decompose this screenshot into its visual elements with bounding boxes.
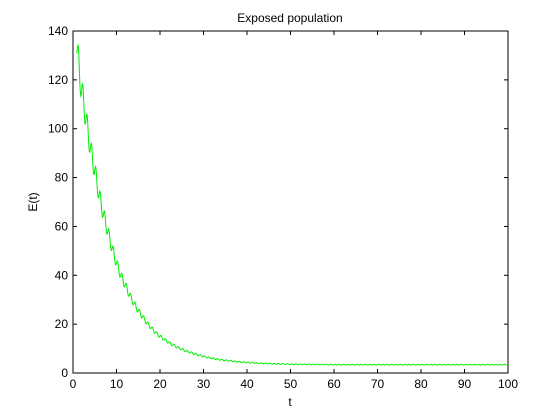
y-tick-label: 0 <box>61 366 68 380</box>
y-tick-label: 120 <box>48 73 68 87</box>
plot-frame <box>72 30 509 374</box>
x-tick-label: 50 <box>284 377 298 391</box>
y-tick-label: 20 <box>55 317 69 331</box>
y-tick-label: 140 <box>48 24 68 38</box>
x-tick-label: 10 <box>110 377 124 391</box>
y-tick-label: 100 <box>48 122 68 136</box>
chart-title: Exposed population <box>237 11 342 25</box>
x-tick-label: 80 <box>414 377 428 391</box>
x-axis-label: t <box>288 395 292 409</box>
x-tick-label: 40 <box>240 377 254 391</box>
x-tick-label: 90 <box>458 377 472 391</box>
x-tick-label: 0 <box>70 377 77 391</box>
series-line <box>76 43 509 366</box>
y-axis-label: E(t) <box>26 192 40 211</box>
x-axis: 0 10 20 30 40 50 60 70 80 90 100 <box>70 31 518 391</box>
y-tick-label: 80 <box>55 171 69 185</box>
y-tick-label: 60 <box>55 219 69 233</box>
x-tick-label: 70 <box>371 377 385 391</box>
x-tick-label: 60 <box>327 377 341 391</box>
plot-area: 0 20 40 60 80 100 120 140 0 10 20 30 40 50 60 70 80 90 10… <box>48 24 518 391</box>
y-axis: 0 20 40 60 80 100 120 140 <box>48 24 508 380</box>
y-tick-label: 40 <box>55 268 69 282</box>
x-tick-label: 20 <box>153 377 167 391</box>
x-tick-label: 30 <box>197 377 211 391</box>
x-tick-label: 100 <box>498 377 518 391</box>
